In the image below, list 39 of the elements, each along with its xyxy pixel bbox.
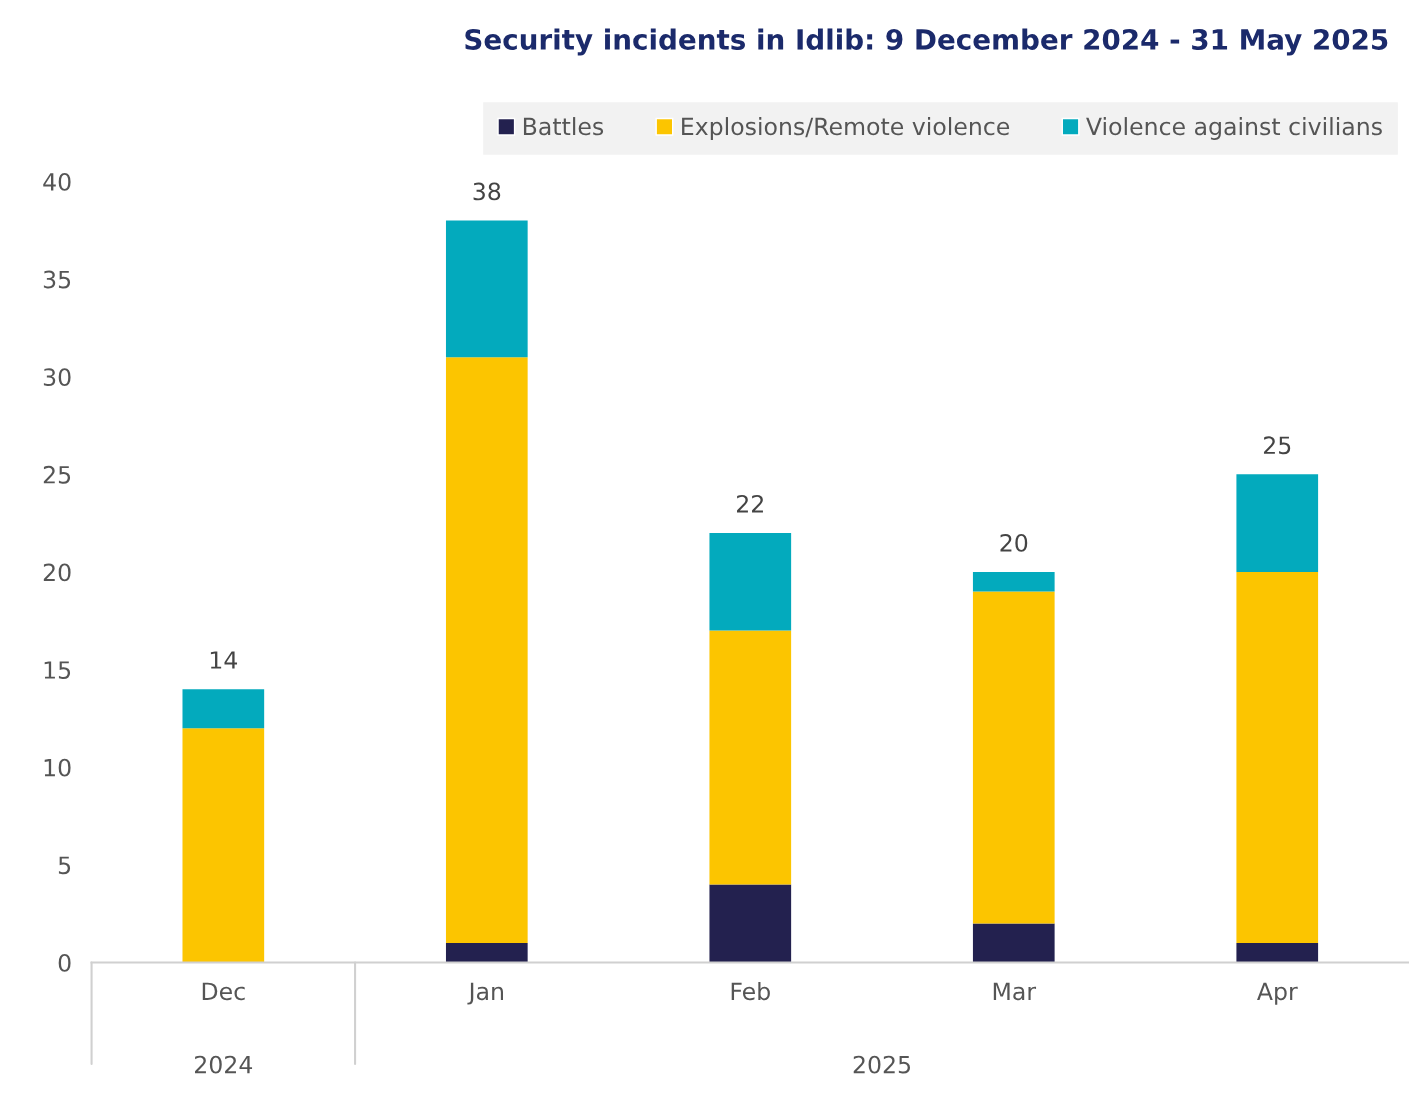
- x-tick-label: Jan: [467, 982, 503, 1005]
- y-tick-label: 35: [43, 270, 71, 289]
- y-tick-label: 5: [58, 856, 71, 875]
- bar: [972, 923, 1055, 963]
- bar: [445, 357, 528, 943]
- y-tick-label: 10: [44, 758, 71, 777]
- legend-label: Battles: [523, 117, 604, 136]
- bar: [709, 532, 792, 631]
- bar: [972, 572, 1055, 592]
- y-tick-label: 30: [43, 368, 71, 387]
- bar: [182, 728, 265, 963]
- bar: [1236, 572, 1319, 943]
- text: 2025: [853, 1055, 911, 1074]
- text: 2024: [195, 1055, 253, 1074]
- x-tick-label: Mar: [993, 982, 1037, 1001]
- bar: [445, 220, 528, 358]
- y-tick-label: 40: [43, 172, 71, 191]
- y-tick-label: 0: [58, 953, 71, 972]
- y-tick-label: 20: [43, 563, 71, 582]
- legend-label: Violence against civilians: [1086, 117, 1382, 140]
- y-tick-label: 25: [43, 465, 71, 484]
- x-tick-label: Dec: [202, 982, 245, 1001]
- bar: [709, 884, 792, 963]
- bar: [1236, 942, 1319, 963]
- chart-title: Security incidents in Idlib: 9 December 2024 - 31 May 2025: [465, 28, 1388, 56]
- total-label: 14: [210, 651, 238, 669]
- bar: [1236, 474, 1319, 572]
- x-tick-label: Apr: [1257, 982, 1298, 1005]
- bar: [182, 689, 265, 729]
- bar: [709, 630, 792, 885]
- y-tick-label: 15: [44, 661, 71, 679]
- bar: [445, 942, 528, 963]
- x-tick-label: Feb: [731, 981, 770, 1001]
- total-label: 22: [737, 494, 763, 513]
- total-label: 38: [473, 182, 501, 201]
- legend-label: Explosions/Remote violence: [682, 117, 1010, 140]
- total-label: 20: [1000, 533, 1028, 552]
- total-label: 25: [1263, 436, 1291, 455]
- bar: [972, 591, 1055, 924]
